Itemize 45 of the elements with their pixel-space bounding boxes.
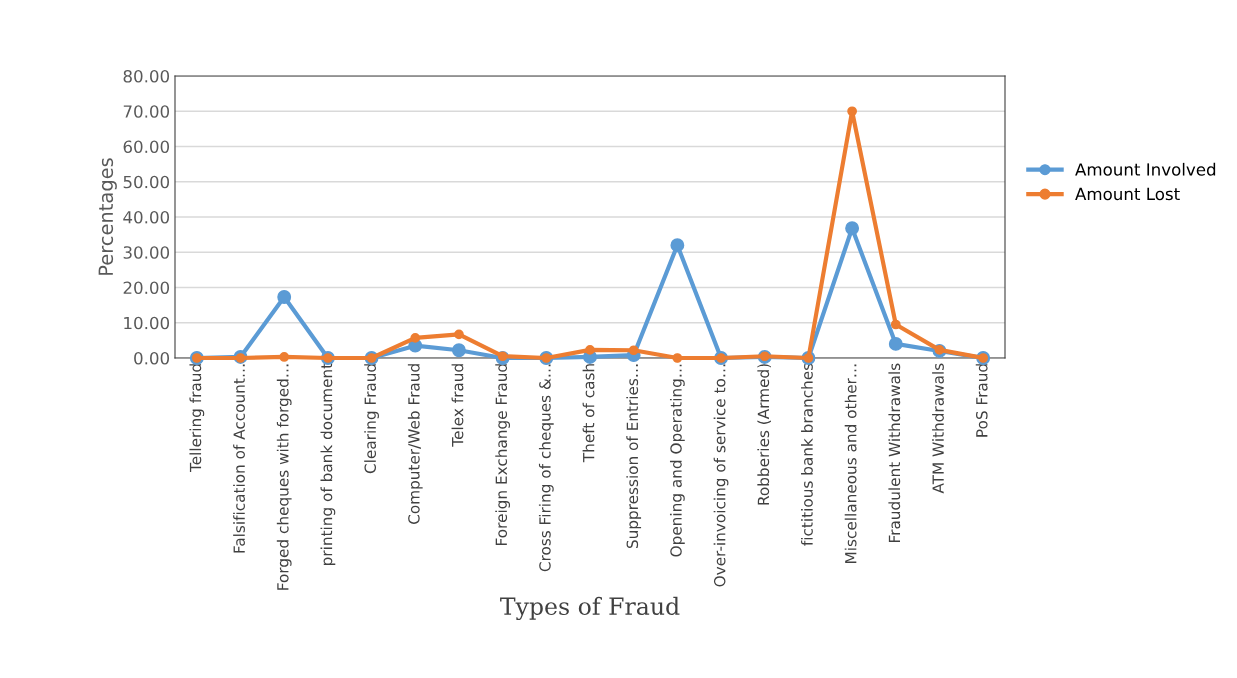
x-tick-label: Theft of cash [582, 364, 595, 463]
x-tick-label: Forged cheques with forged… [276, 364, 292, 590]
x-tick-label: PoS Fraud [975, 364, 988, 437]
point [672, 353, 683, 363]
point [454, 329, 464, 340]
x-tick-label: Over-invoicing of service to… [713, 364, 729, 587]
point [628, 345, 639, 356]
x-axis-title: Types of Fraud [500, 596, 680, 621]
point [410, 333, 421, 343]
y-tick-label: 80.00 [123, 69, 170, 83]
x-tick-label: Cross Firing of cheques &… [538, 364, 554, 572]
legend-label: Amount Involved [1075, 162, 1216, 176]
x-tick-label: Miscellaneous and other… [844, 364, 857, 563]
x-tick-label: Suppression of Entries… [626, 364, 642, 549]
y-tick-label: 60.00 [123, 140, 170, 154]
y-tick-label: 10.00 [124, 316, 170, 330]
point [277, 290, 292, 304]
x-tick-label: fictitious bank branches [801, 363, 813, 546]
y-tick-label: 30.00 [123, 246, 170, 259]
x-tick-label: Fraudulent Withdrawals [888, 363, 901, 542]
y-tick-label: 40.00 [123, 210, 170, 224]
x-tick-label: Clearing Fraud [364, 364, 379, 474]
point [847, 106, 857, 117]
x-tick-label: Foreign Exchange Fraud [495, 364, 511, 545]
point [452, 343, 466, 358]
x-tick-label: Tellering fraud [189, 364, 205, 473]
legend-label: Amount Lost [1075, 187, 1180, 201]
y-tick-label: 50.00 [123, 175, 170, 189]
point [890, 319, 901, 330]
y-tick-label: 70.00 [123, 105, 170, 118]
x-tick-label: Robberies (Armed) [757, 364, 771, 505]
point [279, 352, 290, 362]
y-axis-title: Percentages [98, 158, 117, 275]
y-tick-label: 20.00 [123, 281, 170, 295]
x-tick-label: Telex fraud [451, 364, 464, 447]
point [888, 336, 903, 351]
point [585, 345, 595, 355]
x-tick-label: printing of bank document [320, 363, 336, 565]
point [845, 221, 860, 236]
x-tick-label: Opening and Operating… [669, 364, 685, 557]
x-tick-label: Computer/Web Fraud [407, 364, 423, 524]
x-tick-label: Falsification of Account… [233, 364, 245, 553]
point [670, 238, 685, 253]
x-tick-label: ATM Withdrawals [932, 363, 944, 494]
y-tick-label: 0.00 [134, 351, 170, 365]
